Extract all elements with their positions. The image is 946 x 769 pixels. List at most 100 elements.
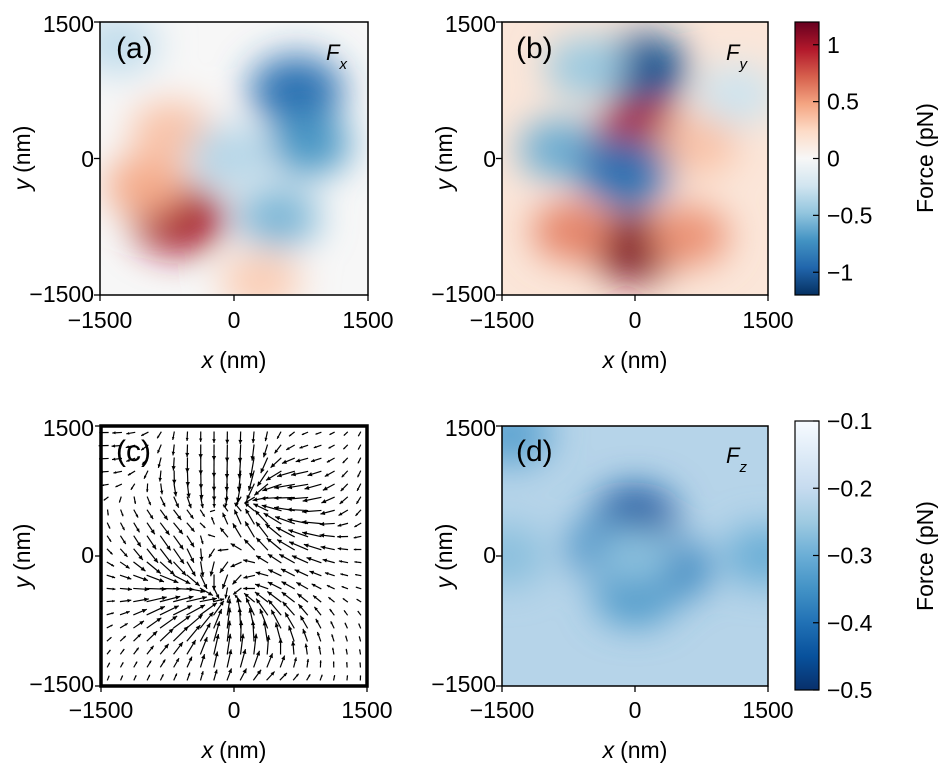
vector-arrow <box>173 641 184 655</box>
xtick-a-left: −1500 <box>68 307 133 333</box>
xtick-b-mid: 0 <box>629 307 642 333</box>
vector-arrow <box>281 581 296 590</box>
vector-arrow <box>199 597 218 603</box>
vector-arrow <box>146 509 154 520</box>
vector-arrow <box>320 509 335 516</box>
vector-arrow <box>296 593 309 603</box>
xtick-b-left: −1500 <box>470 307 535 333</box>
vector-arrow <box>106 535 112 543</box>
heatmap-feature <box>268 114 351 176</box>
component-label-fx: Fx <box>326 40 347 73</box>
vector-arrow <box>322 558 335 564</box>
xtick-d-left: −1500 <box>470 697 535 723</box>
colorbar-tick-label: 1 <box>827 32 840 58</box>
vector-arrow <box>119 662 124 668</box>
vector-arrow <box>159 673 164 681</box>
vector-arrow <box>119 535 127 545</box>
vector-arrow <box>302 496 322 503</box>
vector-arrow <box>358 636 362 642</box>
panel-label-c: (c) <box>116 435 151 468</box>
vector-arrow <box>146 617 162 629</box>
vector-arrow <box>158 470 162 482</box>
xtick-c-left: −1500 <box>69 697 134 723</box>
heatmap-feature <box>219 250 302 295</box>
vector-arrow <box>207 534 216 538</box>
vector-arrow <box>199 622 211 642</box>
heatmap-feature <box>577 137 672 207</box>
tick-labels: 1500 0 −1500 −1500 0 1500 1500 0 −1500 −… <box>29 11 793 723</box>
vector-arrow <box>288 625 295 642</box>
ytick-a-mid: 0 <box>81 146 94 172</box>
vector-arrow <box>359 675 362 681</box>
vector-arrow <box>270 609 282 629</box>
vector-arrow <box>234 594 242 603</box>
vector-arrow <box>307 470 322 477</box>
vector-arrow <box>186 522 195 533</box>
tick-marks <box>95 425 368 692</box>
vector-arrow <box>339 496 349 505</box>
ytick-c-top: 1500 <box>43 415 94 441</box>
vector-arrow <box>267 599 282 616</box>
vector-arrow <box>173 535 184 550</box>
vector-arrow <box>146 674 151 681</box>
vector-arrow <box>243 586 255 591</box>
vector-arrow <box>328 596 335 603</box>
vector-arrow <box>270 457 282 469</box>
vector-arrow <box>274 516 295 525</box>
vector-arrow <box>332 647 335 655</box>
heatmap-blobs <box>518 34 768 281</box>
vector-arrow <box>255 598 269 616</box>
vector-arrow <box>226 595 231 603</box>
vector-arrow <box>172 605 193 616</box>
vector-arrow <box>133 647 140 655</box>
panel-c: (c) <box>98 424 369 688</box>
vector-arrow <box>253 483 269 496</box>
vector-arrow <box>133 548 144 561</box>
vector-arrow <box>253 503 269 512</box>
component-label-fy: Fy <box>726 40 748 73</box>
vector-arrow <box>172 470 177 485</box>
vector-arrow <box>311 583 322 590</box>
vector-arrow <box>186 595 208 603</box>
vector-arrow <box>288 431 296 437</box>
vector-arrow <box>267 581 282 590</box>
vector-arrow <box>172 574 191 585</box>
vector-arrow <box>342 457 349 464</box>
vector-arrow <box>301 431 309 436</box>
vector-arrow <box>209 561 215 577</box>
vector-arrow <box>173 483 178 497</box>
vector-arrow <box>159 595 181 603</box>
vector-arrow <box>133 661 138 668</box>
vector-arrow <box>275 526 296 538</box>
vector-arrow <box>199 611 214 629</box>
vector-arrow <box>133 674 137 681</box>
vector-arrow <box>217 548 229 552</box>
vector-arrow <box>106 636 112 642</box>
ytick-d-top: 1500 <box>445 415 496 441</box>
vector-arrow <box>140 431 149 437</box>
ytick-c-mid: 0 <box>81 542 94 568</box>
vector-arrow <box>173 595 194 603</box>
vector-arrow <box>106 548 113 555</box>
vector-arrow <box>255 537 269 551</box>
colorbar-tick-label: 0 <box>827 146 840 172</box>
ylabel-d: y(nm) <box>431 524 457 591</box>
vector-arrow <box>173 561 187 576</box>
vector-arrow <box>101 483 109 487</box>
vector-arrow <box>260 457 269 474</box>
vector-arrow <box>306 658 310 668</box>
colorbar-tick-label: −0.2 <box>827 475 872 501</box>
vector-arrow <box>315 431 322 435</box>
vector-arrow <box>171 444 176 456</box>
vector-arrow <box>146 605 166 616</box>
heatmap-blobs <box>502 426 768 626</box>
vector-arrow <box>106 561 115 567</box>
colorbar-tick-label: −0.3 <box>827 543 872 569</box>
vector-arrow <box>295 457 309 463</box>
xtick-c-mid: 0 <box>228 697 241 723</box>
vector-arrow <box>359 662 362 668</box>
vector-arrow <box>345 648 348 655</box>
vector-arrow <box>281 591 296 603</box>
vector-arrow <box>157 444 162 454</box>
vector-arrow <box>159 535 172 551</box>
